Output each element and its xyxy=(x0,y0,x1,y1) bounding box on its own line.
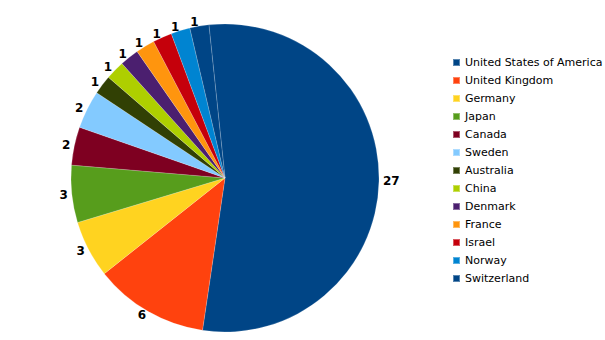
svg-text:China: China xyxy=(465,182,496,195)
svg-text:1: 1 xyxy=(171,20,179,34)
svg-text:Japan: Japan xyxy=(464,110,496,123)
svg-text:France: France xyxy=(465,218,502,231)
svg-text:1: 1 xyxy=(91,75,99,89)
svg-text:Denmark: Denmark xyxy=(465,200,516,213)
svg-text:Australia: Australia xyxy=(465,164,514,177)
svg-text:1: 1 xyxy=(135,36,143,50)
svg-text:1: 1 xyxy=(104,60,112,74)
svg-text:Germany: Germany xyxy=(465,92,516,105)
svg-text:1: 1 xyxy=(118,47,126,61)
svg-text:Switzerland: Switzerland xyxy=(465,272,529,285)
svg-text:Israel: Israel xyxy=(465,236,495,249)
svg-text:27: 27 xyxy=(383,174,400,188)
svg-text:Sweden: Sweden xyxy=(465,146,508,159)
svg-text:United Kingdom: United Kingdom xyxy=(465,74,553,87)
svg-text:3: 3 xyxy=(60,188,68,202)
svg-text:1: 1 xyxy=(190,15,198,29)
svg-text:6: 6 xyxy=(138,308,146,322)
svg-text:Canada: Canada xyxy=(465,128,507,141)
svg-text:Norway: Norway xyxy=(465,254,507,267)
svg-text:United States of America: United States of America xyxy=(465,56,602,69)
svg-text:2: 2 xyxy=(75,101,83,115)
svg-text:3: 3 xyxy=(77,244,85,258)
svg-text:1: 1 xyxy=(152,27,160,41)
svg-text:2: 2 xyxy=(62,138,70,152)
